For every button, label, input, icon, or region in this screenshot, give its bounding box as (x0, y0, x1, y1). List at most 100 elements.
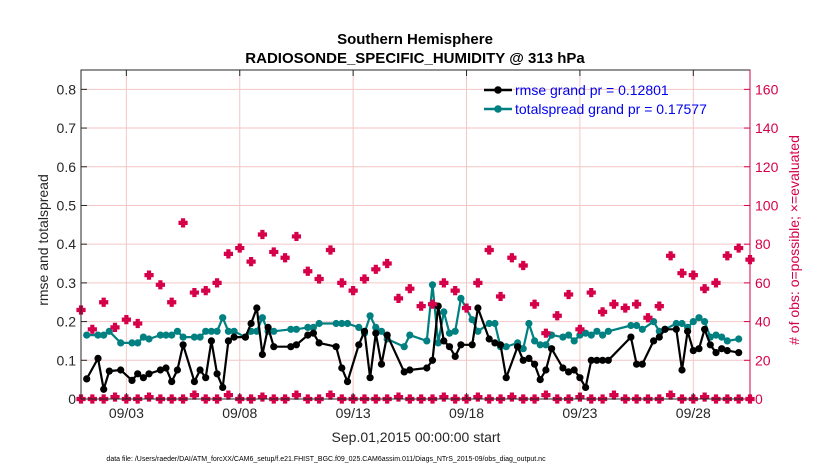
totalspread-point (355, 323, 363, 331)
rmse-point (678, 366, 686, 374)
rmse-point (162, 364, 170, 372)
obs-evaluated-marker (654, 301, 664, 311)
totalspread-point (94, 331, 102, 339)
obs-evaluated-marker (337, 278, 347, 288)
rmse-point (536, 376, 544, 384)
obs-evaluated-marker (473, 278, 483, 288)
totalspread-point (292, 325, 300, 333)
obs-evaluated-marker (450, 286, 460, 296)
totalspread-point (213, 327, 221, 335)
rmse-point (695, 345, 703, 353)
rmse-point (423, 364, 431, 372)
totalspread-point (83, 331, 91, 339)
x-tick-label: 09/18 (449, 405, 484, 421)
rmse-point (100, 385, 108, 393)
rmse-point (468, 341, 476, 349)
totalspread-point (689, 318, 697, 326)
rmse-point (661, 325, 669, 333)
totalspread-point (168, 331, 176, 339)
rmse-point (83, 375, 91, 383)
rmse-point (400, 368, 408, 376)
rmse-point (190, 378, 198, 386)
obs-possible-marker (393, 392, 404, 402)
rmse-point (576, 374, 584, 382)
totalspread-point (179, 333, 187, 341)
y-left-tick-label: 0.1 (57, 352, 77, 368)
totalspread-point (162, 331, 170, 339)
totalspread-point (338, 319, 346, 328)
rmse-point (372, 329, 380, 337)
obs-possible-marker (609, 390, 619, 400)
rmse-point (723, 347, 731, 355)
rmse-point (627, 333, 635, 341)
rmse-point (377, 360, 386, 368)
totalspread-point (117, 339, 125, 347)
totalspread-point (712, 331, 720, 339)
totalspread-point (525, 319, 533, 328)
totalspread-point (502, 343, 510, 351)
obs-evaluated-marker (348, 286, 358, 296)
obs-evaluated-marker (552, 311, 562, 321)
obs-possible-marker (257, 392, 268, 402)
y-right-tick-label: 60 (755, 275, 771, 291)
obs-possible-marker (325, 390, 336, 400)
y-right-tick-label: 80 (755, 236, 771, 252)
rmse-point (383, 331, 391, 339)
totalspread-point (207, 327, 215, 335)
rmse-point (531, 360, 539, 368)
rmse-point (502, 374, 510, 382)
rmse-point (406, 366, 414, 374)
obs-possible-marker (291, 390, 302, 400)
rmse-point (247, 319, 255, 328)
x-axis-label: Sep.01,2015 00:00:00 start (332, 429, 501, 445)
obs-evaluated-marker (575, 324, 585, 334)
totalspread-point (400, 343, 408, 351)
obs-evaluated-marker (734, 243, 744, 253)
totalspread-point (134, 339, 142, 347)
totalspread-point (156, 331, 164, 339)
y-right-tick-label: 140 (755, 120, 779, 136)
rmse-point (593, 356, 601, 364)
rmse-point (587, 356, 595, 364)
totalspread-point (105, 327, 113, 335)
obs-possible-marker (507, 392, 517, 402)
rmse-point (168, 378, 176, 386)
x-tick-label: 09/03 (109, 405, 144, 421)
rmse-point (366, 374, 374, 382)
totalspread-point (678, 319, 686, 328)
obs-evaluated-marker (529, 299, 540, 309)
totalspread-point (190, 333, 198, 341)
rmse-point (451, 352, 459, 360)
totalspread-point (230, 327, 238, 335)
rmse-point (706, 341, 714, 349)
y-left-tick-label: 0.2 (57, 314, 77, 330)
footnote: data file: /Users/raeder/DAI/ATM_forcXX/… (106, 456, 546, 463)
totalspread-point (638, 325, 646, 333)
y-right-tick-label: 0 (755, 391, 763, 407)
totalspread-point (196, 333, 204, 341)
totalspread-point (434, 339, 442, 347)
rmse-point (315, 339, 323, 347)
y-left-tick-label: 0.6 (57, 159, 77, 175)
obs-evaluated-marker (303, 266, 313, 276)
totalspread-point (519, 345, 527, 353)
totalspread-point (735, 335, 743, 343)
obs-evaluated-marker (688, 270, 698, 280)
obs-evaluated-marker (133, 318, 143, 329)
obs-evaluated-marker (371, 264, 381, 274)
rmse-point (582, 383, 590, 391)
legend-spread-marker (494, 105, 502, 113)
y-left-tick-label: 0.3 (57, 275, 77, 291)
totalspread-point (423, 337, 431, 345)
y-right-tick-label: 40 (755, 314, 771, 330)
totalspread-point (633, 321, 641, 330)
totalspread-point (542, 341, 550, 349)
obs-evaluated-marker (541, 328, 551, 338)
obs-possible-marker (144, 392, 154, 402)
rmse-point (633, 360, 641, 368)
rmse-point (287, 343, 295, 351)
rmse-point (542, 366, 550, 374)
x-tick-label: 09/13 (336, 405, 371, 421)
y-left-tick-label: 0 (68, 391, 76, 407)
